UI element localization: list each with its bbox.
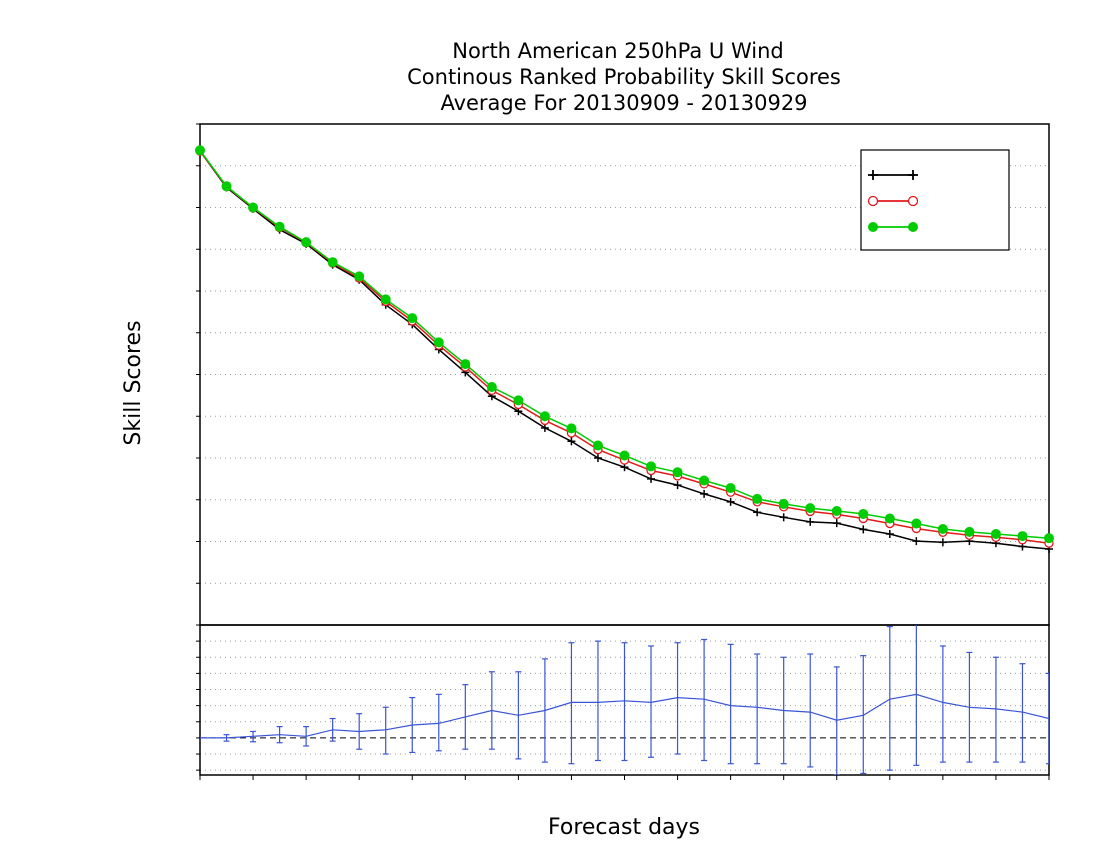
error-bar [913,625,920,766]
point-60M [248,202,259,213]
point-60M [646,461,657,472]
point-60M [301,237,312,248]
point-60M [221,181,232,192]
point-60M [354,271,365,282]
point-60M [619,450,630,461]
point-20M [938,538,947,547]
error-bar [1046,672,1049,765]
error-bar [833,666,840,775]
legend-box [860,149,1010,251]
point-20M [647,474,656,483]
legend-marker [867,195,879,207]
point-60M [433,337,444,348]
point-60M [460,359,471,370]
point-60M [1044,533,1054,544]
error-bar [435,693,442,752]
error-bar [621,642,628,762]
error-bar [860,655,867,774]
legend-item-20M [868,170,918,180]
point-20M [859,525,868,534]
point-60M [831,506,842,517]
error-bar [886,626,893,771]
point-20M [673,481,682,490]
error-bar [648,645,655,758]
point-60M [195,145,205,156]
point-20M [753,508,762,517]
title-line-2: Continous Ranked Probability Skill Score… [407,65,841,89]
point-60M [539,411,550,422]
point-60M [407,313,418,324]
point-20M [885,529,894,538]
series-60M [195,145,1054,544]
y-axis-title: Skill Scores [121,320,146,445]
legend-marker [868,222,878,232]
point-20M [700,489,709,498]
score-difference-panel [196,624,1050,780]
error-bar [568,642,575,765]
point-60M [778,498,789,509]
error-bar [1019,663,1026,763]
point-20M [567,437,576,446]
point-20M [726,497,735,506]
point-20M [540,423,549,432]
point-60M [1017,531,1028,542]
chart-title: North American 250hPa U Wind Continous R… [407,39,841,115]
point-60M [911,518,922,529]
point-20M [912,537,921,546]
point-60M [566,423,577,434]
point-20M [832,519,841,528]
x-axis-title: Forecast days [548,815,700,840]
point-20M [806,517,815,526]
point-60M [327,257,338,268]
error-bar [674,642,681,755]
title-line-1: North American 250hPa U Wind [452,39,784,63]
point-60M [937,523,948,534]
error-bar [807,653,814,768]
difference-line [200,693,1049,739]
point-60M [990,528,1001,539]
error-bar [594,640,601,762]
legend [860,149,1010,251]
point-60M [752,493,763,504]
error-bar [727,643,734,765]
point-20M [779,513,788,522]
point-20M [593,454,602,462]
error-bar [754,653,761,765]
title-line-3: Average For 20130909 - 20130929 [440,91,807,115]
point-60M [699,475,710,486]
legend-marker [908,222,918,232]
legend-item-60M [868,222,918,232]
legend-item-40M [867,195,919,207]
point-60M [725,483,736,494]
point-60M [672,467,683,478]
point-60M [380,294,391,305]
skill-score-panel [195,123,1054,626]
point-60M [592,440,603,451]
point-60M [274,221,285,232]
error-bar [992,656,999,763]
error-bar [701,638,708,762]
point-60M [858,508,869,519]
difference-series [200,625,1049,775]
error-bar [939,645,946,763]
error-bar [382,706,389,755]
legend-marker [907,195,919,207]
point-60M [884,513,895,524]
point-60M [805,503,816,514]
point-60M [486,382,497,393]
point-60M [513,395,524,406]
point-60M [964,526,975,537]
